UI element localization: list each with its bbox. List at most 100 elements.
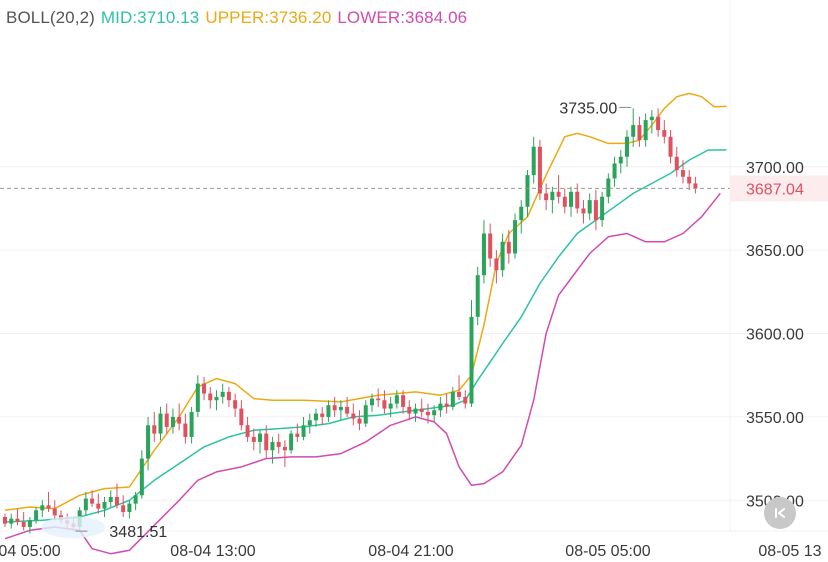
candle bbox=[606, 173, 611, 204]
candle bbox=[413, 403, 418, 422]
x-tick-label: 08-05 05:00 bbox=[565, 543, 651, 560]
high-annotation: 3735.00 bbox=[559, 100, 617, 117]
candle bbox=[618, 150, 623, 174]
candle bbox=[183, 413, 188, 444]
candle bbox=[649, 110, 654, 134]
candle bbox=[83, 491, 88, 516]
candle-body bbox=[307, 420, 312, 426]
candle bbox=[357, 410, 362, 431]
candle bbox=[363, 400, 368, 427]
candle bbox=[531, 136, 536, 184]
candle-body bbox=[258, 433, 263, 442]
candle bbox=[544, 183, 549, 211]
candle bbox=[382, 390, 387, 414]
candle bbox=[600, 191, 605, 227]
candle bbox=[550, 186, 555, 214]
candle bbox=[506, 230, 511, 264]
candle bbox=[401, 390, 406, 414]
candle bbox=[519, 200, 524, 234]
candle bbox=[488, 223, 493, 267]
candle bbox=[569, 186, 574, 217]
candle-body bbox=[388, 403, 393, 409]
candle bbox=[345, 396, 350, 417]
candle-body bbox=[183, 423, 188, 437]
candle-body bbox=[121, 505, 126, 512]
legend-mid: MID:3710.13 bbox=[100, 8, 200, 27]
candle-body bbox=[40, 505, 45, 511]
candle-body bbox=[600, 196, 605, 221]
candle bbox=[214, 390, 219, 411]
candle bbox=[326, 400, 331, 422]
candle bbox=[513, 213, 518, 259]
candle-body bbox=[90, 498, 95, 504]
candle-body bbox=[139, 458, 144, 496]
candle-body bbox=[581, 208, 586, 214]
candle-body bbox=[21, 521, 26, 527]
candle bbox=[307, 413, 312, 434]
candle bbox=[282, 440, 287, 467]
candle-body bbox=[376, 398, 381, 401]
candle bbox=[419, 398, 424, 417]
candle-body bbox=[83, 498, 88, 511]
candle bbox=[687, 170, 692, 191]
scroll-to-latest-button[interactable] bbox=[764, 497, 796, 529]
candle-body bbox=[108, 496, 113, 502]
candle bbox=[52, 500, 57, 521]
candle bbox=[432, 405, 437, 422]
candle bbox=[438, 396, 443, 417]
band-lower bbox=[4, 192, 721, 555]
candle bbox=[46, 491, 51, 512]
candle bbox=[102, 496, 107, 517]
candle bbox=[158, 406, 163, 441]
candle bbox=[258, 430, 263, 454]
candle bbox=[369, 393, 374, 412]
candle bbox=[332, 396, 337, 417]
candle-body bbox=[550, 191, 555, 201]
candle bbox=[587, 193, 592, 221]
candle-body bbox=[656, 116, 661, 131]
chart-overlay: 3687.04 3735.00 3481.51 bbox=[0, 100, 828, 541]
candle bbox=[195, 375, 200, 417]
candle bbox=[152, 411, 157, 442]
candle bbox=[407, 400, 412, 421]
candle-body bbox=[27, 520, 32, 527]
candle-body bbox=[177, 416, 182, 424]
candle-body bbox=[475, 275, 480, 317]
candle-body bbox=[382, 400, 387, 409]
candle bbox=[562, 188, 567, 214]
candle bbox=[127, 500, 132, 519]
candle-body bbox=[9, 518, 14, 524]
bollinger-bands bbox=[4, 92, 727, 555]
candle bbox=[338, 400, 343, 421]
grid-lines bbox=[0, 0, 828, 532]
candle-body bbox=[226, 391, 231, 401]
candle-body bbox=[668, 136, 673, 157]
candle-body bbox=[457, 391, 462, 397]
x-tick-label: 08-05 13 bbox=[758, 543, 821, 560]
candle-body bbox=[587, 200, 592, 214]
candle-body bbox=[562, 196, 567, 207]
candle bbox=[21, 511, 26, 531]
candle bbox=[388, 396, 393, 417]
candle bbox=[40, 500, 45, 517]
candle bbox=[469, 300, 474, 407]
candle-body bbox=[432, 410, 437, 416]
candle bbox=[643, 113, 648, 147]
candle-body bbox=[674, 156, 679, 171]
candle-body bbox=[469, 316, 474, 404]
candle bbox=[500, 233, 505, 277]
candle bbox=[656, 108, 661, 137]
candle bbox=[108, 490, 113, 507]
candle-body bbox=[425, 411, 430, 416]
candle-body bbox=[631, 125, 636, 137]
candle bbox=[320, 406, 325, 426]
candle-body bbox=[52, 508, 57, 516]
candle-body bbox=[606, 178, 611, 197]
candle-body bbox=[264, 433, 269, 451]
candle-body bbox=[481, 233, 486, 276]
candle bbox=[164, 403, 169, 434]
candle-body bbox=[314, 413, 318, 421]
candle-body bbox=[233, 400, 238, 409]
candle-body bbox=[152, 425, 157, 434]
